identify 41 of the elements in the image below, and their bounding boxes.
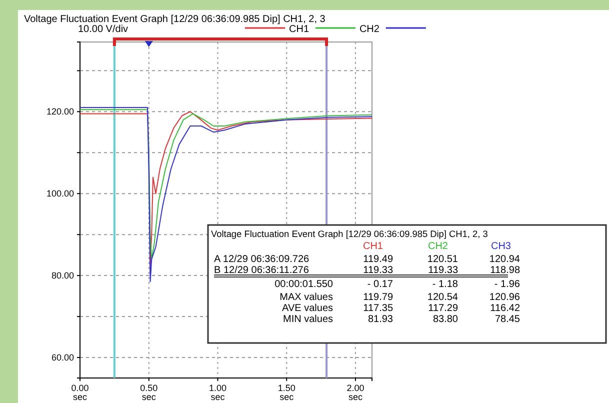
x-tick-label: 0.50 sec <box>140 383 158 402</box>
annotation: A 12/29 06:36:09.726 <box>214 254 310 265</box>
y-tick-label: 120.00 <box>46 106 74 117</box>
annotation: 119.49 <box>363 254 394 265</box>
text: 120.51 <box>427 254 458 265</box>
annotation: AVE values <box>282 303 333 314</box>
text: CH3 <box>490 241 512 252</box>
text: - 1.18 <box>432 279 458 290</box>
text: 83.80 <box>432 314 458 325</box>
x-tick-label: 1.50 sec <box>278 383 296 402</box>
text: 10.00 V/div <box>78 24 128 35</box>
text: 120.94 <box>489 254 520 265</box>
annotation: 117.35 <box>363 303 394 314</box>
text: 118.98 <box>490 265 520 276</box>
text: 117.29 <box>428 303 458 314</box>
text: 120.96 <box>489 292 520 303</box>
text: Voltage Fluctuation Event Graph [12/29 06:36:09.985 Dip] CH1, 2, 3 <box>211 229 488 239</box>
annotation: 81.93 <box>368 314 394 325</box>
y-tick-label: 60.00 <box>51 352 74 362</box>
annotation: B 12/29 06:36:11.276 <box>214 265 310 276</box>
text: 120.54 <box>427 292 458 303</box>
text: - 1.96 <box>494 279 520 290</box>
annotation: MAX values <box>280 292 333 303</box>
annotation: 00:00:01.550 <box>274 279 334 290</box>
legend-label: CH2 <box>359 24 380 35</box>
y-tick-label: 80.00 <box>51 270 74 280</box>
text: 116.42 <box>490 303 520 314</box>
text: 78.45 <box>494 314 520 325</box>
x-tick-label: 2.00 sec <box>346 383 364 402</box>
legend-label: CH1 <box>289 24 310 35</box>
annotation: - 0.17 <box>367 279 394 290</box>
annotation: CH1 <box>362 241 384 252</box>
annotation: MIN values <box>282 314 333 325</box>
annotation: 119.79 <box>363 292 394 303</box>
text: 119.33 <box>428 265 458 276</box>
x-tick-label: 0.00 sec <box>71 383 89 402</box>
text: CH2 <box>428 241 448 252</box>
x-tick-label: 1.00 sec <box>208 383 226 402</box>
annotation: 119.33 <box>363 265 394 276</box>
chart-title: Voltage Fluctuation Event Graph [12/29 06:36:09.985 Dip] CH1, 2, 3 <box>24 14 326 25</box>
y-tick-label: 100.00 <box>46 188 74 198</box>
